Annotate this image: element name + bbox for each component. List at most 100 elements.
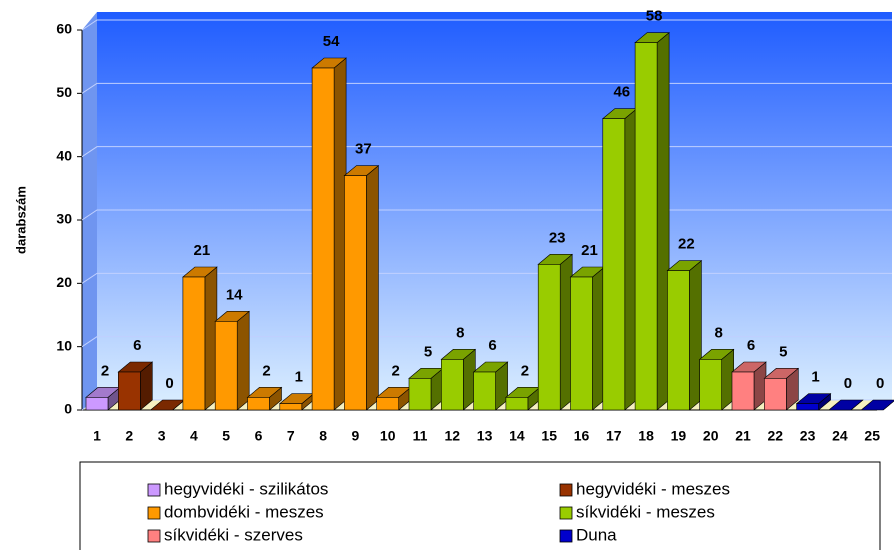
legend-swatch — [559, 506, 573, 520]
value-label: 6 — [133, 337, 141, 354]
legend-label: dombvidéki - meszes — [164, 502, 324, 521]
x-tick-label: 21 — [735, 428, 751, 444]
x-tick-label: 17 — [606, 428, 622, 444]
legend — [79, 461, 881, 550]
value-label: 5 — [424, 343, 432, 360]
value-label: 37 — [355, 141, 372, 158]
bar — [344, 175, 367, 411]
x-tick-label: 22 — [768, 428, 784, 444]
bar — [505, 397, 529, 411]
legend-swatch — [559, 529, 573, 543]
x-tick-label: 2 — [125, 428, 133, 444]
bar — [699, 359, 723, 411]
bar — [311, 67, 335, 411]
y-tick-label: 40 — [56, 147, 72, 163]
value-label: 6 — [747, 337, 755, 354]
legend-label: hegyvidéki - meszes — [576, 479, 730, 498]
bar — [602, 118, 626, 411]
grid-line — [81, 19, 892, 31]
value-label: 2 — [521, 362, 529, 379]
x-tick-label: 11 — [413, 428, 428, 444]
value-label: 2 — [101, 362, 109, 379]
bar — [537, 264, 561, 411]
bar — [376, 397, 400, 411]
grid-line — [81, 82, 892, 94]
x-tick-label: 16 — [574, 428, 590, 444]
x-tick-label: 6 — [255, 428, 263, 444]
side-wall — [82, 12, 97, 410]
x-tick-label: 18 — [638, 428, 654, 444]
value-label: 21 — [194, 242, 211, 259]
x-tick-label: 14 — [509, 428, 525, 444]
value-label: 46 — [613, 84, 630, 101]
bar — [731, 371, 755, 411]
x-tick-label: 1 — [93, 428, 101, 444]
bar — [118, 371, 141, 411]
x-tick-label: 8 — [319, 428, 327, 444]
bar-side — [236, 310, 250, 411]
bar — [85, 397, 109, 411]
bar — [667, 270, 690, 411]
bar — [214, 321, 238, 411]
bar-top — [860, 399, 894, 411]
legend-swatch — [559, 483, 573, 497]
value-label: 2 — [262, 362, 270, 379]
bar — [408, 378, 432, 411]
x-tick-label: 12 — [445, 428, 461, 444]
x-tick-label: 10 — [380, 428, 396, 444]
legend-swatch — [147, 506, 161, 520]
x-tick-label: 9 — [352, 428, 360, 444]
bar — [279, 403, 303, 411]
value-label: 23 — [549, 229, 566, 246]
bar — [570, 276, 593, 411]
legend-label: hegyvidéki - szilikátos — [164, 479, 328, 498]
y-tick-label: 20 — [56, 274, 72, 290]
legend-swatch — [147, 483, 161, 497]
value-label: 2 — [392, 362, 400, 379]
x-tick-label: 24 — [832, 428, 848, 444]
x-tick-label: 20 — [703, 428, 719, 444]
value-label: 0 — [876, 375, 884, 392]
value-label: 0 — [165, 375, 173, 392]
y-axis-label: darabszám — [13, 186, 28, 254]
x-tick-label: 25 — [864, 428, 880, 444]
y-tick-label: 10 — [56, 337, 72, 353]
bar-top — [828, 399, 864, 411]
x-tick-label: 4 — [190, 428, 198, 444]
y-tick-label: 50 — [56, 84, 72, 100]
value-label: 0 — [844, 375, 852, 392]
bar — [473, 371, 496, 411]
value-label: 5 — [779, 343, 787, 360]
bar — [440, 359, 464, 411]
x-tick-label: 7 — [287, 428, 295, 444]
value-label: 14 — [226, 286, 243, 303]
value-label: 54 — [323, 33, 340, 50]
value-label: 21 — [581, 242, 598, 259]
legend-swatch — [147, 529, 161, 543]
x-tick-label: 19 — [671, 428, 687, 444]
value-label: 22 — [678, 236, 695, 253]
y-tick-label: 30 — [56, 211, 72, 227]
x-tick-label: 3 — [158, 428, 166, 444]
bar-side — [366, 165, 379, 411]
value-label: 58 — [646, 8, 663, 25]
bar — [634, 42, 658, 411]
value-label: 1 — [811, 369, 819, 386]
x-tick-label: 15 — [541, 428, 557, 444]
bar — [763, 378, 787, 411]
value-label: 8 — [715, 324, 723, 341]
x-tick-label: 23 — [800, 428, 816, 444]
x-tick-label: 13 — [477, 428, 493, 444]
y-tick-label: 0 — [64, 401, 72, 417]
bar — [796, 403, 819, 411]
legend-label: síkvidéki - szerves — [164, 525, 303, 544]
bar — [182, 276, 206, 411]
legend-label: síkvidéki - meszes — [576, 502, 715, 521]
value-label: 6 — [488, 337, 496, 354]
value-label: 1 — [295, 369, 303, 386]
value-label: 8 — [456, 324, 464, 341]
legend-label: Duna — [576, 525, 617, 544]
bar — [247, 397, 270, 411]
x-tick-label: 5 — [222, 428, 230, 444]
